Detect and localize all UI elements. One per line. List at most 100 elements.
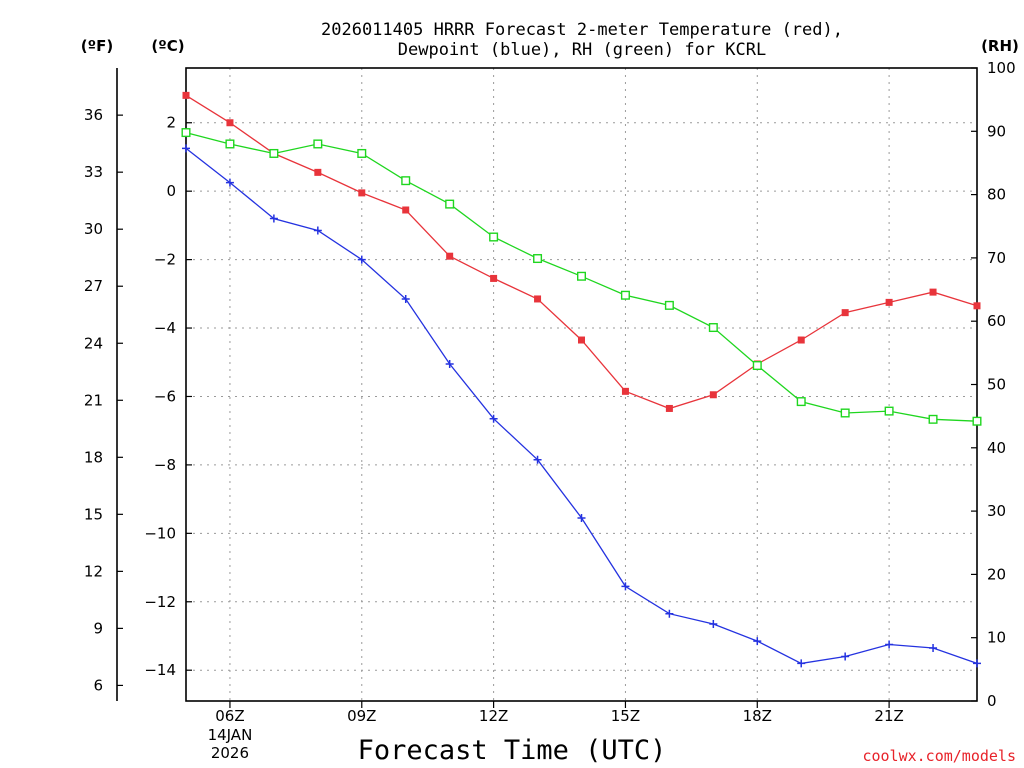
- temperature-point: [797, 336, 805, 344]
- dewpoint-line: [185, 147, 978, 665]
- temperature-point: [973, 302, 981, 310]
- dewpoint-point: [357, 255, 366, 264]
- x-tick-date-label: 2026: [211, 744, 249, 762]
- rh-point: [533, 254, 543, 264]
- fahrenheit-tick-label: 24: [84, 334, 103, 352]
- series-layer: [181, 91, 982, 668]
- x-tick-label: 15Z: [611, 707, 640, 725]
- rh-tick-label: 80: [987, 186, 1006, 204]
- fahrenheit-tick-label: 36: [84, 106, 103, 124]
- dewpoint-point: [709, 620, 718, 629]
- tick-labels: 3633302724211815129620−2−4−6−8−10−12−141…: [84, 59, 1016, 762]
- rh-tick-label: 90: [987, 122, 1006, 140]
- fahrenheit-tick-label: 27: [84, 277, 103, 295]
- rh-point: [620, 290, 630, 300]
- rh-point: [445, 199, 455, 209]
- dewpoint-point: [577, 513, 586, 522]
- temperature-point: [709, 391, 717, 399]
- dewpoint-point: [313, 226, 322, 235]
- rh-point: [928, 414, 938, 424]
- celsius-tick-label: −4: [154, 319, 176, 337]
- rh-tick-label: 50: [987, 376, 1006, 394]
- rh-point: [708, 323, 718, 333]
- temperature-point: [182, 91, 190, 99]
- temperature-point: [621, 387, 629, 395]
- temperature-point: [490, 274, 498, 282]
- rh-point: [357, 148, 367, 158]
- dewpoint-point: [753, 637, 762, 646]
- fahrenheit-tick-label: 33: [84, 163, 103, 181]
- fahrenheit-tick-label: 12: [84, 562, 103, 580]
- rh-tick-label: 30: [987, 502, 1006, 520]
- rh-tick-label: 20: [987, 565, 1006, 583]
- dewpoint-point: [182, 144, 190, 153]
- celsius-tick-label: −2: [154, 251, 176, 269]
- fahrenheit-tick-label: 30: [84, 220, 103, 238]
- x-axis-title: Forecast Time (UTC): [358, 735, 667, 766]
- temperature-point: [446, 252, 454, 260]
- temperature-point: [841, 309, 849, 317]
- x-tick-label: 12Z: [479, 707, 508, 725]
- plot-frame: [185, 67, 978, 702]
- chart-title-line1: 2026011405 HRRR Forecast 2-meter Tempera…: [321, 20, 843, 40]
- dewpoint-point: [445, 359, 454, 368]
- rh-point: [489, 232, 499, 242]
- celsius-tick-label: −6: [154, 387, 176, 405]
- celsius-tick-label: −8: [154, 456, 176, 474]
- rh-unit-label: (RH): [981, 37, 1019, 55]
- celsius-tick-label: −10: [144, 524, 176, 542]
- credit-label: coolwx.com/models: [862, 747, 1016, 765]
- rh-tick-label: 0: [987, 692, 997, 710]
- temperature-point: [314, 168, 322, 176]
- temperature-point: [885, 298, 893, 306]
- dewpoint-point: [797, 659, 806, 668]
- celsius-tick-label: 0: [166, 182, 176, 200]
- temperature-line: [185, 94, 978, 410]
- rh-point: [225, 139, 235, 149]
- x-tick-label: 21Z: [874, 707, 903, 725]
- dewpoint-point: [885, 640, 894, 649]
- temperature-point: [665, 404, 673, 412]
- dewpoint-point: [841, 652, 850, 661]
- rh-point: [577, 271, 587, 281]
- rh-tick-label: 60: [987, 312, 1006, 330]
- dewpoint-point: [225, 178, 234, 187]
- grid-lines: [186, 68, 977, 701]
- fahrenheit-tick-label: 18: [84, 448, 103, 466]
- temperature-point: [402, 206, 410, 214]
- temperature-point: [534, 295, 542, 303]
- rh-point: [884, 406, 894, 416]
- celsius-tick-label: −12: [144, 593, 176, 611]
- temperature-point: [578, 336, 585, 344]
- x-tick-date-label: 14JAN: [208, 726, 253, 744]
- rh-point: [269, 148, 279, 158]
- rh-tick-label: 70: [987, 249, 1006, 267]
- rh-tick-label: 100: [987, 59, 1016, 77]
- celsius-unit-label: (ºC): [151, 37, 184, 55]
- fahrenheit-tick-label: 15: [84, 505, 103, 523]
- rh-point: [840, 408, 850, 418]
- chart-title-line2: Dewpoint (blue), RH (green) for KCRL: [398, 40, 766, 60]
- celsius-tick-label: −14: [144, 661, 176, 679]
- fahrenheit-unit-label: (ºF): [81, 37, 113, 55]
- dewpoint-point: [665, 609, 674, 618]
- x-tick-label: 18Z: [743, 707, 772, 725]
- rh-tick-label: 10: [987, 629, 1006, 647]
- dewpoint-point: [401, 294, 410, 303]
- fahrenheit-tick-label: 6: [93, 676, 103, 694]
- temperature-point: [929, 288, 937, 296]
- rh-point: [752, 361, 762, 371]
- rh-point: [401, 176, 411, 186]
- fahrenheit-tick-label: 21: [84, 391, 103, 409]
- dewpoint-point: [929, 643, 938, 652]
- dewpoint-point: [269, 214, 278, 223]
- rh-point: [796, 397, 806, 407]
- dewpoint-point: [489, 414, 498, 423]
- rh-point: [972, 416, 982, 426]
- x-tick-label: 06Z: [215, 707, 244, 725]
- celsius-tick-label: 2: [166, 114, 176, 132]
- temperature-point: [358, 189, 366, 197]
- rh-tick-label: 40: [987, 439, 1006, 457]
- dewpoint-point: [533, 455, 542, 464]
